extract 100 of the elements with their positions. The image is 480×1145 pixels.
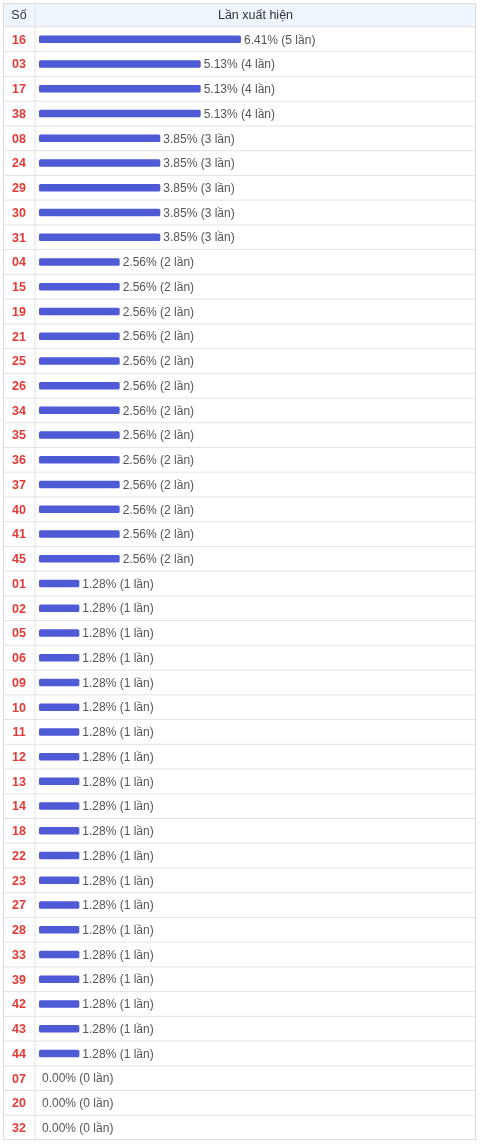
bar: [39, 480, 120, 489]
data-label: 2.56% (2 lần): [122, 304, 195, 319]
y-tick-label: 27: [12, 898, 26, 913]
y-tick-label: 29: [12, 181, 26, 196]
y-tick-label: 28: [12, 923, 26, 938]
y-tick-label: 20: [12, 1096, 26, 1111]
bar: [39, 653, 80, 662]
bar: [39, 901, 80, 909]
data-label: 1.28% (1 lần): [82, 972, 154, 987]
bar: [39, 357, 120, 365]
data-label: 1.28% (1 lần): [82, 947, 154, 962]
bar: [39, 381, 120, 390]
data-label: 3.85% (3 lần): [163, 156, 235, 171]
y-tick-label: 31: [12, 230, 26, 245]
bar: [39, 604, 80, 612]
bar: [39, 1024, 80, 1033]
data-label: 2.56% (2 lần): [122, 354, 195, 369]
bar: [39, 975, 80, 983]
y-tick-label: 45: [12, 552, 26, 567]
y-tick-label: 22: [12, 848, 26, 863]
data-label: 1.28% (1 lần): [82, 774, 154, 789]
bar: [39, 851, 80, 860]
y-tick-label: 41: [12, 527, 26, 542]
bar: [39, 926, 80, 934]
y-tick-label: 34: [12, 403, 26, 418]
y-tick-label: 44: [12, 1046, 26, 1061]
y-tick-label: 40: [12, 502, 26, 517]
y-tick-label: 10: [12, 700, 26, 715]
y-tick-label: 13: [12, 774, 26, 789]
y-tick-label: 18: [12, 824, 26, 839]
y-tick-label: 32: [12, 1121, 26, 1136]
data-label: 1.28% (1 lần): [82, 749, 154, 764]
data-label: 2.56% (2 lần): [122, 403, 195, 418]
data-label: 1.28% (1 lần): [82, 824, 154, 839]
bar: [39, 159, 161, 167]
y-tick-label: 01: [12, 576, 26, 591]
bar: [39, 258, 120, 266]
y-tick-label: 42: [12, 997, 26, 1012]
bar: [39, 703, 80, 711]
y-tick-label: 36: [12, 453, 26, 468]
y-tick-label: 16: [12, 32, 26, 47]
data-label: 2.56% (2 lần): [122, 551, 195, 566]
data-label: 1.28% (1 lần): [82, 626, 154, 641]
data-label: 2.56% (2 lần): [122, 428, 195, 443]
data-label: 1.28% (1 lần): [82, 601, 154, 616]
data-label: 1.28% (1 lần): [82, 922, 154, 937]
y-tick-label: 07: [12, 1071, 26, 1086]
y-tick-label: 17: [12, 82, 26, 97]
bar: [39, 332, 120, 340]
bar: [39, 307, 120, 316]
y-tick-label: 39: [12, 972, 26, 987]
data-label: 0.00% (0 lần): [42, 1120, 114, 1135]
y-tick-label: 06: [12, 651, 26, 666]
data-label: 1.28% (1 lần): [82, 576, 154, 591]
data-label: 1.28% (1 lần): [82, 873, 154, 888]
y-tick-label: 38: [12, 106, 26, 121]
bar: [39, 85, 201, 93]
y-tick-label: 35: [12, 428, 26, 443]
data-label: 1.28% (1 lần): [82, 898, 154, 913]
data-label: 1.28% (1 lần): [82, 1021, 154, 1036]
bar: [39, 777, 80, 786]
y-tick-label: 25: [12, 354, 26, 369]
data-label: 3.85% (3 lần): [163, 205, 235, 220]
data-label: 2.56% (2 lần): [122, 502, 195, 517]
data-label: 0.00% (0 lần): [42, 1071, 114, 1086]
data-label: 1.28% (1 lần): [82, 848, 154, 863]
data-label: 5.13% (4 lần): [203, 82, 276, 97]
y-tick-label: 09: [12, 675, 26, 690]
y-tick-label: 37: [12, 477, 26, 492]
y-tick-label: 24: [12, 156, 26, 171]
y-tick-label: 33: [12, 947, 26, 962]
y-tick-label: 03: [12, 57, 26, 72]
bar: [39, 134, 161, 143]
bar: [39, 629, 80, 637]
bar: [39, 678, 80, 687]
bar: [39, 827, 80, 835]
x-axis-title: Lần xuất hiện: [217, 8, 294, 23]
data-label: 5.13% (4 lần): [203, 106, 276, 121]
bar: [39, 60, 201, 68]
bar: [39, 109, 201, 118]
data-label: 1.28% (1 lần): [82, 725, 154, 740]
y-tick-label: 23: [12, 873, 26, 888]
y-tick-label: 30: [12, 205, 26, 220]
bar: [39, 233, 161, 241]
data-label: 5.13% (4 lần): [203, 57, 276, 72]
data-label: 3.85% (3 lần): [163, 180, 235, 195]
y-tick-label: 14: [12, 799, 26, 814]
y-tick-label: 26: [12, 379, 26, 394]
y-tick-label: 43: [12, 1022, 26, 1037]
data-label: 2.56% (2 lần): [122, 453, 195, 468]
y-tick-label: 12: [12, 750, 26, 765]
data-label: 2.56% (2 lần): [122, 329, 195, 344]
bar: [39, 579, 80, 588]
data-label: 1.28% (1 lần): [82, 650, 154, 665]
y-tick-label: 11: [12, 725, 26, 740]
bar: [39, 555, 120, 563]
bar: [39, 505, 120, 514]
data-label: 1.28% (1 lần): [82, 997, 154, 1012]
bar: [39, 406, 120, 415]
data-label: 2.56% (2 lần): [122, 378, 195, 393]
